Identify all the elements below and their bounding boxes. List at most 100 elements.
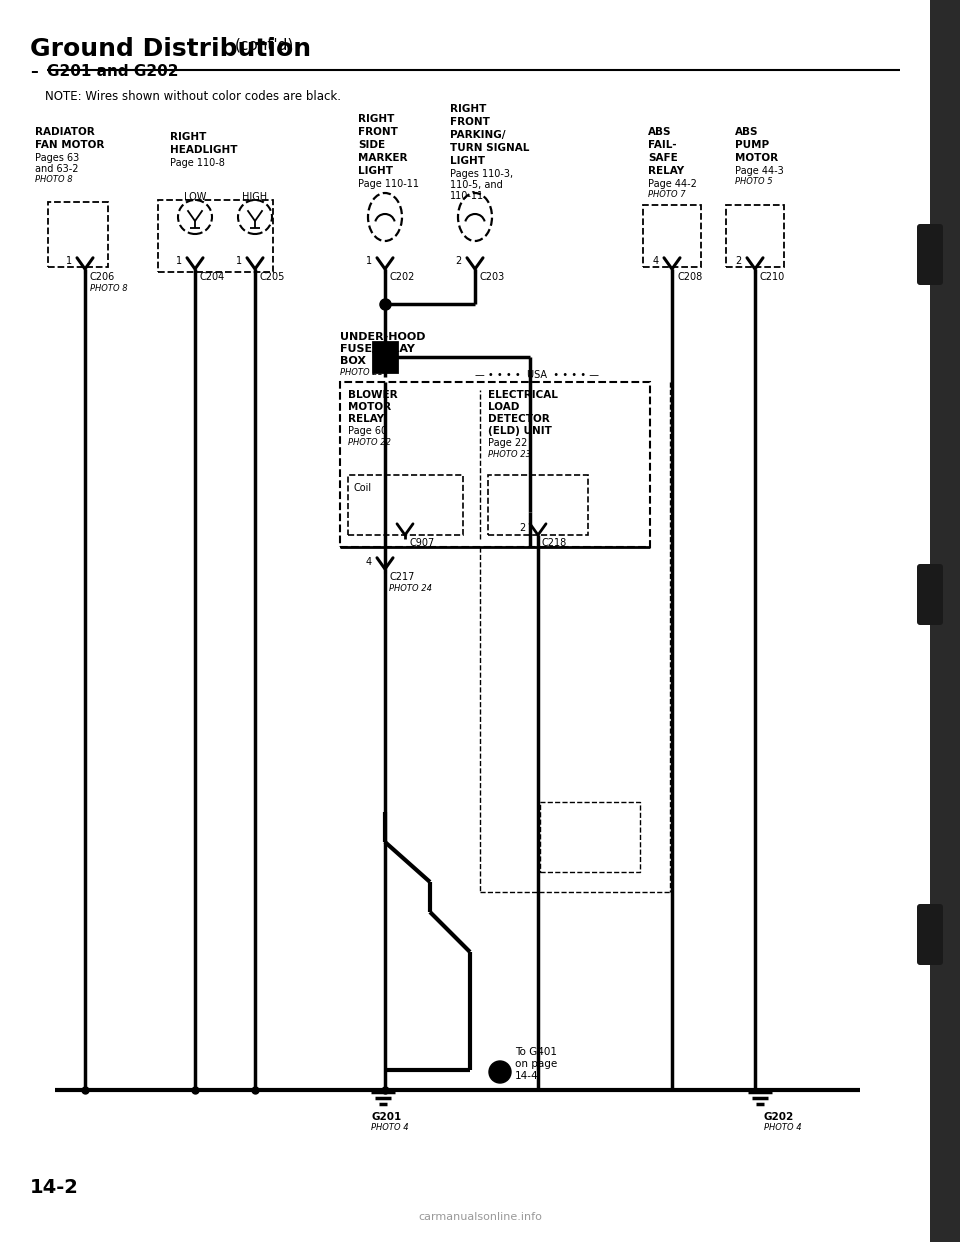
Text: 2: 2 xyxy=(456,256,462,266)
Text: MOTOR: MOTOR xyxy=(735,153,779,163)
Text: BOX: BOX xyxy=(340,356,366,366)
Text: PHOTO 4: PHOTO 4 xyxy=(371,1123,409,1131)
Text: Page 44-3: Page 44-3 xyxy=(735,166,783,176)
Bar xyxy=(643,205,701,267)
Text: carmanualsonline.info: carmanualsonline.info xyxy=(418,1212,542,1222)
Text: 2: 2 xyxy=(518,523,525,533)
Bar xyxy=(340,383,650,546)
Text: PHOTO 4: PHOTO 4 xyxy=(764,1123,802,1131)
Text: C202: C202 xyxy=(390,272,416,282)
Text: Page 110-8: Page 110-8 xyxy=(170,158,225,168)
Text: 14-2: 14-2 xyxy=(30,1177,79,1197)
Text: FAIL-: FAIL- xyxy=(648,140,677,150)
Text: PHOTO 8: PHOTO 8 xyxy=(90,284,128,293)
FancyBboxPatch shape xyxy=(917,564,943,625)
Text: (cont'd): (cont'd) xyxy=(235,37,295,52)
Text: PUMP: PUMP xyxy=(735,140,769,150)
Text: LIGHT: LIGHT xyxy=(450,156,485,166)
FancyBboxPatch shape xyxy=(917,224,943,284)
Text: C204: C204 xyxy=(200,272,226,282)
Text: 110-11: 110-11 xyxy=(450,191,484,201)
Text: 1: 1 xyxy=(366,256,372,266)
Text: Coil: Coil xyxy=(354,483,372,493)
Bar xyxy=(48,202,108,267)
Text: PHOTO 5: PHOTO 5 xyxy=(735,178,773,186)
Text: ABS: ABS xyxy=(648,127,671,137)
Text: and 63-2: and 63-2 xyxy=(35,164,79,174)
Text: HIGH: HIGH xyxy=(243,193,268,202)
Text: (ELD) UNIT: (ELD) UNIT xyxy=(488,426,552,436)
Text: RIGHT: RIGHT xyxy=(170,132,206,142)
Text: RIGHT: RIGHT xyxy=(358,114,395,124)
Text: RELAY: RELAY xyxy=(648,166,684,176)
Text: ABS: ABS xyxy=(735,127,758,137)
Text: C205: C205 xyxy=(260,272,285,282)
Text: PHOTO 21: PHOTO 21 xyxy=(340,368,383,378)
Text: PHOTO 23: PHOTO 23 xyxy=(488,450,531,460)
Text: –: – xyxy=(30,65,37,79)
Text: MARKER: MARKER xyxy=(358,153,407,163)
Text: LOW: LOW xyxy=(183,193,206,202)
Text: ELECTRICAL: ELECTRICAL xyxy=(488,390,558,400)
Text: Ground Distribution: Ground Distribution xyxy=(30,37,311,61)
Text: DETECTOR: DETECTOR xyxy=(488,414,550,424)
Text: PARKING/: PARKING/ xyxy=(450,130,506,140)
Bar xyxy=(488,474,588,535)
Bar xyxy=(726,205,784,267)
Text: RADIATOR: RADIATOR xyxy=(35,127,95,137)
Bar xyxy=(930,0,960,1242)
Text: G201 and G202: G201 and G202 xyxy=(47,65,179,79)
Text: C206: C206 xyxy=(90,272,115,282)
Text: Page 60: Page 60 xyxy=(348,426,387,436)
Text: SAFE: SAFE xyxy=(648,153,678,163)
Text: G201: G201 xyxy=(371,1112,401,1122)
Text: C203: C203 xyxy=(480,272,505,282)
Text: 4: 4 xyxy=(653,256,659,266)
Text: NOTE: Wires shown without color codes are black.: NOTE: Wires shown without color codes ar… xyxy=(45,89,341,103)
Text: PHOTO 8: PHOTO 8 xyxy=(35,175,73,184)
Text: G202: G202 xyxy=(764,1112,794,1122)
Text: C907: C907 xyxy=(409,538,434,548)
Text: LOAD: LOAD xyxy=(488,402,519,412)
Text: SIDE: SIDE xyxy=(358,140,385,150)
Text: PHOTO 7: PHOTO 7 xyxy=(648,190,685,199)
Text: FRONT: FRONT xyxy=(450,117,490,127)
Text: 110-5, and: 110-5, and xyxy=(450,180,503,190)
Circle shape xyxy=(489,1061,511,1083)
Text: Page 44-2: Page 44-2 xyxy=(648,179,697,189)
Text: C208: C208 xyxy=(677,272,703,282)
Bar xyxy=(373,342,397,373)
Text: 1: 1 xyxy=(236,256,242,266)
Bar xyxy=(158,200,273,272)
Text: C217: C217 xyxy=(389,573,415,582)
Bar xyxy=(348,474,463,535)
Text: — • • • •  USA  • • • • —: — • • • • USA • • • • — xyxy=(475,370,599,380)
Text: Pages 63: Pages 63 xyxy=(35,153,80,163)
Text: C210: C210 xyxy=(760,272,785,282)
Text: RELAY: RELAY xyxy=(348,414,384,424)
Text: To G401
on page
14-4.: To G401 on page 14-4. xyxy=(515,1047,557,1081)
FancyBboxPatch shape xyxy=(917,904,943,965)
Text: 1: 1 xyxy=(176,256,182,266)
Text: RIGHT: RIGHT xyxy=(450,104,487,114)
Text: 1: 1 xyxy=(66,256,72,266)
Text: FRONT: FRONT xyxy=(358,127,397,137)
Text: Page 22: Page 22 xyxy=(488,438,527,448)
Text: LIGHT: LIGHT xyxy=(358,166,393,176)
Text: C218: C218 xyxy=(542,538,567,548)
Text: PHOTO 24: PHOTO 24 xyxy=(389,584,432,592)
Text: TURN SIGNAL: TURN SIGNAL xyxy=(450,143,529,153)
Text: PHOTO 22: PHOTO 22 xyxy=(348,438,391,447)
Bar xyxy=(540,802,640,872)
Text: FUSE/RELAY: FUSE/RELAY xyxy=(340,344,415,354)
Text: UNDER-HOOD: UNDER-HOOD xyxy=(340,332,425,342)
Text: Page 110-11: Page 110-11 xyxy=(358,179,419,189)
Text: 2: 2 xyxy=(735,256,742,266)
Text: BLOWER: BLOWER xyxy=(348,390,397,400)
Text: A: A xyxy=(496,1067,504,1077)
Text: HEADLIGHT: HEADLIGHT xyxy=(170,145,237,155)
Text: Pages 110-3,: Pages 110-3, xyxy=(450,169,514,179)
Text: MOTOR: MOTOR xyxy=(348,402,391,412)
Text: FAN MOTOR: FAN MOTOR xyxy=(35,140,105,150)
Text: 4: 4 xyxy=(366,556,372,568)
